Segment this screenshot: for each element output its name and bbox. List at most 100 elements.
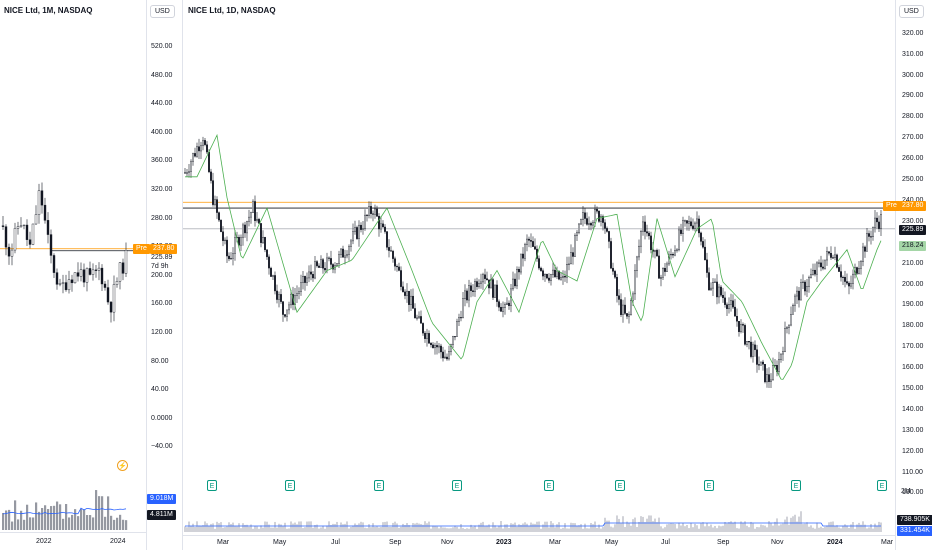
earnings-icon[interactable]: E [452,480,462,491]
candle-body [560,277,562,280]
volume-bar [306,521,308,532]
candle-body [61,282,65,284]
volume-bar [698,528,700,532]
volume-bar [688,528,690,532]
volume-bar [74,509,77,530]
candle-body [228,255,230,260]
candle-body [508,302,510,306]
candle-body [704,246,706,261]
volume-bar [546,521,548,532]
candle-body [734,306,736,317]
volume-bar [65,504,68,530]
volume-bar [750,521,752,532]
candle-body [656,249,658,257]
lightning-icon[interactable]: ⚡ [117,460,128,471]
candle-body [664,267,666,272]
volume-bar [872,528,874,532]
candle-body [486,278,488,281]
candle-body [97,267,101,271]
volume-bar [316,524,318,532]
daily-chart-pane[interactable]: NICE Ltd, 1D, NASDAQ USD 320.00 310.00 300… [182,0,932,550]
price-tick: 160.00 [902,364,924,371]
candle-body [380,223,382,230]
volume-bar [480,522,482,532]
volume-bar [658,517,660,532]
volume-bar [188,521,190,532]
time-label: 2022 [36,538,52,545]
earnings-icon[interactable]: E [374,480,384,491]
price-axis[interactable] [146,0,147,550]
candle-body [73,272,77,284]
candle-body [304,276,306,283]
earnings-icon[interactable]: E [544,480,554,491]
volume-bar [200,525,202,532]
volume-bar [444,527,446,532]
candle-body [100,267,104,285]
candle-body [406,290,408,296]
volume-bar [880,522,882,532]
candle-body [112,284,116,313]
candle-body [354,227,356,232]
time-label: May [273,539,287,546]
candle-body [796,290,798,297]
volume-bar [232,522,234,532]
volume-bar [554,527,556,532]
currency-button[interactable]: USD [899,5,924,18]
volume-bar [47,509,50,530]
earnings-icon[interactable]: E [791,480,801,491]
earnings-icon[interactable]: E [877,480,887,491]
volume-bar [710,524,712,532]
volume-bar [216,521,218,532]
volume-bar [248,526,250,532]
volume-bar [728,522,730,532]
earnings-icon[interactable]: E [207,480,217,491]
volume-bar [500,521,502,532]
candle-body [730,300,732,305]
volume-bar [634,517,636,532]
price-tick: 250.00 [902,176,924,183]
volume-bar [344,523,346,532]
volume-bar [342,524,344,532]
volume-bar [83,509,86,530]
candle-body [462,298,464,318]
volume-bar [544,521,546,532]
volume-bar [860,524,862,532]
volume-bar [564,523,566,532]
volume-bar [276,527,278,532]
candle-body [504,304,506,308]
earnings-icon[interactable]: E [285,480,295,491]
volume-bar [514,522,516,532]
candle-body [670,254,672,256]
candle-body [556,270,558,277]
price-axis[interactable] [895,0,896,550]
volume-bar [332,523,334,532]
candle-body [184,172,186,174]
currency-button[interactable]: USD [150,5,175,18]
candle-body [558,270,560,280]
candle-body [642,221,644,232]
volume-bar [113,519,116,530]
candle-body [746,341,748,345]
volume-bar [278,523,280,532]
price-tick: 280.00 [151,214,173,222]
candle-body [798,290,800,301]
price-tick: 320.00 [902,30,924,37]
candle-body [440,345,442,353]
volume-bar [722,525,724,532]
candle-body [49,234,53,256]
volume-bar [620,523,622,532]
candle-body [85,268,89,283]
volume-bar [616,515,618,532]
candle-body [538,258,540,269]
earnings-icon[interactable]: E [704,480,714,491]
monthly-chart-pane[interactable]: NICE Ltd, 1M, NASDAQ USD 520.00 480.00 440… [0,0,182,550]
candle-body [818,262,820,264]
volume-bar [428,521,430,532]
volume-bar [392,522,394,532]
volume-bar [684,526,686,532]
candle-body [34,214,38,225]
candle-body [79,269,83,277]
candle-body [506,302,508,305]
earnings-icon[interactable]: E [615,480,625,491]
volume-bar [694,523,696,532]
